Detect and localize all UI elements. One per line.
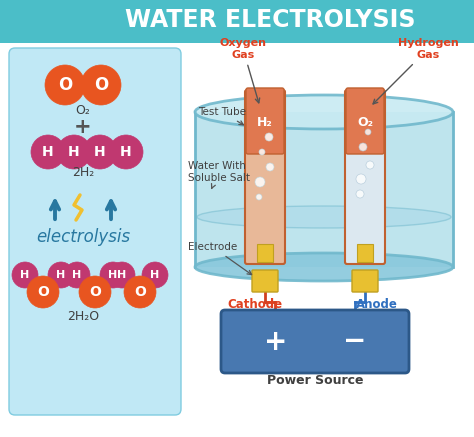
Text: H: H [120,145,132,159]
Text: O: O [37,285,49,299]
Text: H: H [56,270,65,280]
Text: Oxygen
Gas: Oxygen Gas [219,38,266,103]
Circle shape [27,276,59,308]
Text: O: O [134,285,146,299]
Circle shape [109,135,143,169]
Text: electrolysis: electrolysis [36,228,130,246]
Circle shape [83,135,117,169]
Circle shape [57,135,91,169]
Text: −: − [343,327,366,356]
Text: Water With
Soluble Salt: Water With Soluble Salt [188,161,250,188]
Bar [357,244,373,262]
Text: H: H [42,145,54,159]
Circle shape [266,163,274,171]
FancyBboxPatch shape [346,88,384,154]
Circle shape [109,262,135,288]
Text: H: H [118,270,127,280]
Text: H: H [73,270,82,280]
Text: O: O [94,76,108,94]
Circle shape [45,65,85,105]
Ellipse shape [195,95,453,129]
Circle shape [256,194,262,200]
FancyBboxPatch shape [9,48,181,415]
FancyBboxPatch shape [246,88,284,154]
Text: O₂: O₂ [357,115,373,128]
FancyBboxPatch shape [245,90,285,264]
Text: Test Tube: Test Tube [198,107,246,125]
Text: H: H [94,145,106,159]
Circle shape [48,262,74,288]
Text: +: + [74,117,92,137]
Text: Hydrogen
Gas: Hydrogen Gas [373,38,458,104]
Text: H₂: H₂ [257,115,273,128]
Circle shape [366,161,374,169]
FancyBboxPatch shape [252,270,278,292]
Bar [257,244,273,262]
FancyBboxPatch shape [345,90,385,264]
Text: H: H [68,145,80,159]
Circle shape [356,174,366,184]
Circle shape [12,262,38,288]
Text: Power Source: Power Source [267,375,363,388]
FancyBboxPatch shape [0,0,474,43]
Text: O: O [89,285,101,299]
Circle shape [64,262,90,288]
Text: H: H [20,270,29,280]
Circle shape [359,143,367,151]
FancyBboxPatch shape [221,310,409,373]
Circle shape [31,135,65,169]
Circle shape [142,262,168,288]
FancyBboxPatch shape [352,270,378,292]
Text: 2H₂O: 2H₂O [67,311,99,323]
Circle shape [255,177,265,187]
Text: O₂: O₂ [75,104,91,117]
Text: Cathode: Cathode [228,298,283,312]
Ellipse shape [195,253,453,281]
Circle shape [81,65,121,105]
Circle shape [124,276,156,308]
Bar [195,112,453,267]
Circle shape [356,190,364,198]
Ellipse shape [197,206,451,228]
Text: +: + [264,327,287,356]
Text: O: O [58,76,72,94]
Circle shape [100,262,126,288]
Circle shape [79,276,111,308]
Text: Anode: Anode [356,298,398,312]
Text: 2H₂: 2H₂ [72,166,94,180]
Circle shape [365,129,371,135]
Text: H: H [150,270,160,280]
Circle shape [265,133,273,141]
Text: WATER ELECTROLYSIS: WATER ELECTROLYSIS [125,8,415,32]
Text: Electrode: Electrode [188,242,252,274]
Text: H: H [109,270,118,280]
Circle shape [259,149,265,155]
